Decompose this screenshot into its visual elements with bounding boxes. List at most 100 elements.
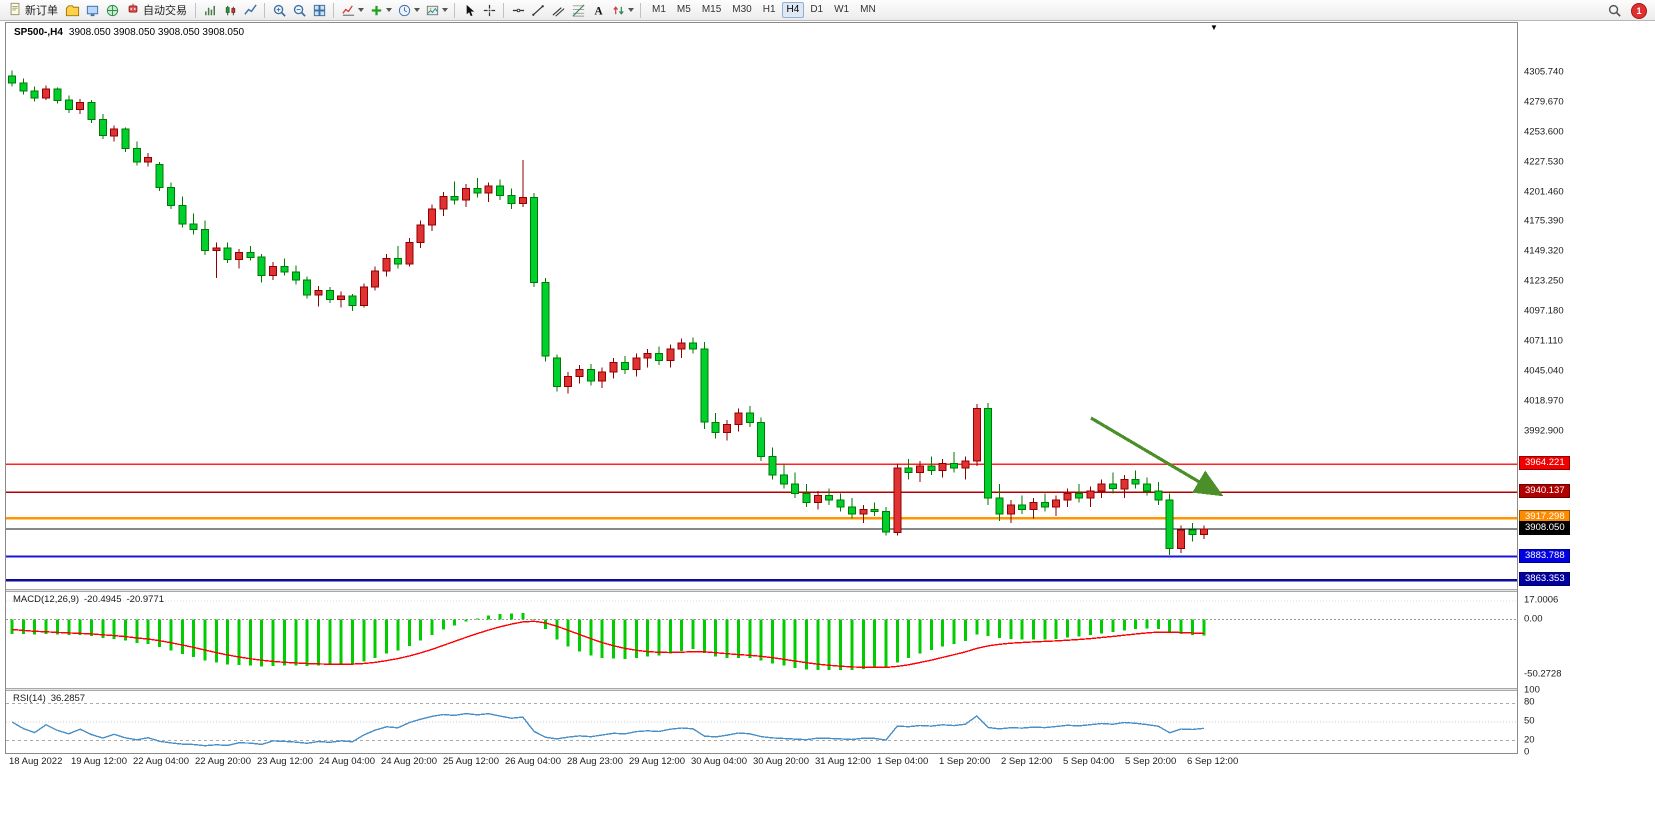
- macd-chart-canvas[interactable]: [6, 592, 1517, 688]
- text-label-icon[interactable]: A: [588, 1, 608, 19]
- tile-windows-icon[interactable]: [309, 1, 329, 19]
- toolbar-separator: [503, 2, 504, 18]
- time-scale[interactable]: 18 Aug 2022 19 Aug 12:00 22 Aug 04:00 22 Au…: [5, 756, 1516, 770]
- candle: [950, 463, 958, 469]
- price-axis-label: 3992.900: [1524, 425, 1564, 436]
- add-indicator-dropdown-caret[interactable]: [386, 8, 392, 12]
- candle: [972, 408, 981, 462]
- bar-chart-type-icon[interactable]: [200, 1, 220, 19]
- candle: [1040, 502, 1049, 508]
- cursor-icon[interactable]: [459, 1, 479, 19]
- objects-dropdown-caret[interactable]: [628, 8, 634, 12]
- timeframe-D1[interactable]: D1: [810, 4, 824, 15]
- time-axis-label: 22 Aug 04:00: [133, 756, 189, 767]
- timeframe-M1[interactable]: M1: [652, 4, 666, 15]
- arrows-objects-icon[interactable]: [608, 1, 628, 19]
- time-axis-label: 1 Sep 20:00: [939, 756, 991, 767]
- price-level-badge: 3883.788: [1519, 548, 1570, 563]
- macd-axis-label: -50.2728: [1524, 668, 1562, 680]
- indicators-dropdown-caret[interactable]: [358, 8, 364, 12]
- indicators-list-icon[interactable]: [338, 1, 358, 19]
- new-order-button[interactable]: 新订单: [4, 1, 62, 19]
- candle: [1154, 490, 1163, 501]
- navigator-icon[interactable]: [102, 1, 122, 19]
- timeframe-H1[interactable]: H1: [762, 4, 776, 15]
- time-axis-label: 31 Aug 12:00: [815, 756, 871, 767]
- macd-pane-splitter[interactable]: [6, 589, 1517, 592]
- candle: [405, 241, 414, 265]
- new-order-label: 新订单: [25, 5, 58, 17]
- candle: [507, 194, 516, 204]
- template-icon[interactable]: [422, 1, 442, 19]
- candle: [257, 256, 266, 276]
- period-dropdown-caret[interactable]: [414, 8, 420, 12]
- candle: [212, 247, 221, 251]
- price-scale[interactable]: 4305.740 4279.670 4253.600 4227.530 4201.460…: [1518, 22, 1653, 758]
- search-icon[interactable]: [1604, 2, 1624, 20]
- candle: [711, 421, 720, 434]
- candle: [337, 295, 346, 301]
- market-watch-icon[interactable]: [62, 1, 82, 19]
- candle: [382, 257, 391, 272]
- candle: [64, 99, 73, 110]
- candle: [609, 362, 618, 373]
- price-chart-canvas[interactable]: [6, 23, 1517, 589]
- price-axis-label: 4305.740: [1524, 66, 1564, 78]
- main-toolbar: 新订单 自动交易 A: [0, 0, 1655, 21]
- crosshair-icon[interactable]: [479, 1, 499, 19]
- zoom-out-icon[interactable]: [289, 1, 309, 19]
- fibonacci-icon[interactable]: [568, 1, 588, 19]
- candle: [575, 369, 584, 377]
- line-chart-type-icon[interactable]: [240, 1, 260, 19]
- toolbar-separator: [640, 2, 641, 18]
- time-axis-label: 26 Aug 04:00: [505, 756, 561, 767]
- candle: [1018, 504, 1027, 510]
- macd-signal-line: [11, 620, 1204, 669]
- time-axis-label: 25 Aug 12:00: [443, 756, 499, 767]
- timeframe-M30[interactable]: M30: [732, 4, 752, 15]
- candle: [1143, 483, 1151, 492]
- candle: [473, 188, 482, 194]
- candlestick-chart-type-icon[interactable]: [220, 1, 240, 19]
- rsi-label: RSI(14): [13, 693, 46, 704]
- rsi-chart-canvas[interactable]: [6, 691, 1517, 753]
- macd-signal-value: -20.9771: [126, 594, 165, 605]
- timeframe-W1[interactable]: W1: [834, 4, 850, 15]
- candle: [8, 75, 16, 84]
- horizontal-line-icon[interactable]: [508, 1, 528, 19]
- candle: [643, 353, 652, 359]
- candle: [1177, 529, 1185, 549]
- time-axis-label: 6 Sep 12:00: [1187, 756, 1239, 767]
- candle: [166, 186, 175, 207]
- data-window-icon[interactable]: [82, 1, 102, 19]
- candle: [42, 88, 50, 99]
- candle: [189, 223, 198, 231]
- template-dropdown-caret[interactable]: [442, 8, 448, 12]
- candle: [484, 185, 493, 194]
- price-axis-label: 4149.320: [1524, 245, 1564, 257]
- equidistant-channel-icon[interactable]: [548, 1, 568, 19]
- candle: [927, 465, 936, 471]
- timeframe-H4[interactable]: H4: [781, 2, 805, 18]
- chart-shift-marker[interactable]: ▼: [1210, 23, 1218, 32]
- candle: [768, 456, 777, 476]
- zoom-in-icon[interactable]: [269, 1, 289, 19]
- time-axis-label: 5 Sep 20:00: [1125, 756, 1177, 767]
- timeframe-M15[interactable]: M15: [701, 4, 722, 15]
- timeframe-MN[interactable]: MN: [860, 4, 876, 15]
- macd-axis-label: 17.0006: [1524, 594, 1559, 606]
- period-clock-icon[interactable]: [394, 1, 414, 19]
- notification-badge[interactable]: 1: [1631, 2, 1647, 19]
- candle: [530, 197, 539, 283]
- rsi-axis-label: 20: [1524, 734, 1535, 746]
- candle: [802, 492, 811, 503]
- candle: [700, 348, 709, 423]
- toolbar-right-cluster: 1: [1604, 0, 1647, 21]
- rsi-pane-splitter[interactable]: [6, 688, 1517, 691]
- candle: [689, 342, 697, 350]
- trendline-icon[interactable]: [528, 1, 548, 19]
- price-axis-label: 4071.110: [1524, 335, 1563, 347]
- timeframe-M5[interactable]: M5: [676, 4, 691, 15]
- add-indicator-icon[interactable]: [366, 1, 386, 19]
- auto-trading-button[interactable]: 自动交易: [122, 1, 191, 19]
